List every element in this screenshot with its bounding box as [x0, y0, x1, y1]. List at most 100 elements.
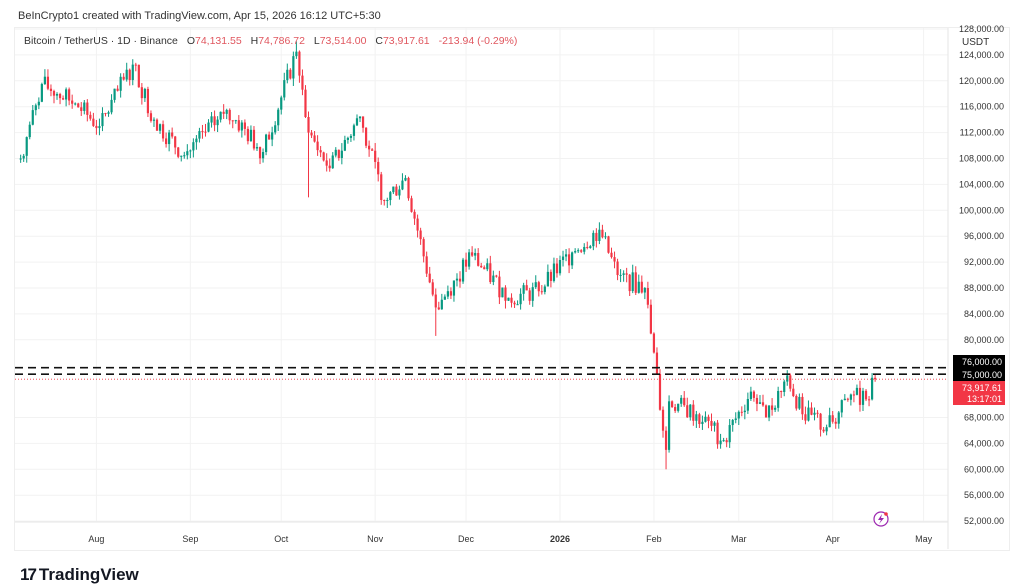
candle-body	[128, 69, 131, 81]
candle-body	[489, 263, 492, 283]
candle-body	[49, 88, 53, 92]
candle-body	[698, 414, 701, 425]
candle-body	[80, 107, 83, 111]
candle-body	[358, 116, 362, 119]
candle-body	[643, 288, 646, 293]
candle-body	[734, 418, 737, 421]
candle-body	[837, 412, 840, 424]
candle-body	[483, 267, 486, 270]
candle-body	[252, 129, 256, 149]
candle-body	[767, 405, 771, 418]
candle-body	[652, 333, 656, 353]
candle-body	[61, 98, 65, 100]
candle-body	[713, 422, 716, 426]
close-value: 73,917.61	[382, 35, 430, 47]
x-tick-label: 2026	[550, 534, 570, 544]
candle-body	[546, 271, 549, 287]
candle-body	[719, 440, 722, 445]
candle-body	[431, 282, 434, 295]
candle-body	[604, 236, 607, 238]
candle-body	[152, 119, 156, 121]
x-tick-label: Mar	[731, 534, 747, 544]
candle-body	[289, 69, 292, 79]
candle-body	[580, 250, 583, 252]
candle-body	[74, 103, 77, 105]
y-tick-label: 68,000.00	[964, 413, 1004, 423]
y-tick-label: 80,000.00	[964, 335, 1004, 345]
candle-body	[331, 155, 334, 169]
candle-body	[283, 80, 286, 98]
candle-body	[374, 150, 377, 162]
candle-body	[295, 51, 298, 57]
candle-body	[858, 387, 862, 405]
candle-body	[37, 101, 40, 106]
candle-body	[777, 390, 780, 408]
candle-body	[328, 165, 331, 169]
y-tick-label: 104,000.00	[959, 179, 1004, 189]
candle-body	[728, 425, 731, 443]
chart-credit: BeInCrypto1 created with TradingView.com…	[18, 10, 381, 22]
candle-body	[477, 252, 480, 266]
candle-body	[355, 118, 359, 126]
candle-body	[449, 291, 453, 296]
level-badge	[953, 368, 1005, 381]
y-tick-label: 116,000.00	[960, 102, 1004, 112]
candle-body	[240, 122, 243, 131]
candle-body	[180, 155, 183, 157]
candle-body	[689, 404, 692, 418]
candle-body	[801, 396, 804, 415]
candle-body	[758, 402, 762, 404]
candle-body	[146, 88, 150, 114]
x-tick-label: Feb	[646, 534, 662, 544]
candle-body	[140, 87, 143, 99]
level-badge-text: 76,000.00	[962, 357, 1002, 367]
candle-body	[174, 136, 177, 148]
candle-body	[761, 402, 765, 406]
symbol-title[interactable]: Bitcoin / TetherUS · 1D · Binance	[24, 35, 178, 47]
candle-body	[552, 263, 556, 281]
candle-body	[492, 275, 495, 283]
candle-body	[810, 407, 813, 415]
candle-body	[192, 142, 195, 151]
candle-body	[592, 232, 595, 247]
candle-body	[101, 113, 104, 127]
candle-body	[422, 239, 425, 257]
candle-body	[616, 261, 619, 276]
candle-body	[646, 288, 649, 305]
candle-body	[137, 64, 140, 88]
candle-body	[555, 263, 559, 274]
candle-body	[749, 391, 752, 399]
close-label: C	[375, 35, 383, 47]
candle-body	[377, 161, 380, 175]
candle-body	[510, 297, 513, 303]
currency-label[interactable]: USDT	[962, 37, 990, 48]
candle-body	[564, 254, 568, 257]
candle-body	[413, 211, 416, 219]
candle-body	[110, 99, 113, 113]
candle-body	[637, 281, 640, 293]
candle-body	[613, 257, 616, 262]
candle-body	[540, 291, 543, 293]
candle-body	[40, 84, 43, 102]
candle-body	[755, 397, 759, 404]
candle-body	[813, 412, 816, 415]
candle-body	[55, 93, 59, 96]
candle-body	[786, 375, 789, 382]
candle-body	[874, 377, 877, 380]
candle-body	[361, 116, 365, 128]
candle-body	[558, 259, 562, 274]
tradingview-logo[interactable]: 17 TradingView	[20, 565, 139, 585]
candle-body	[607, 236, 610, 253]
high-value: 74,786.72	[258, 35, 305, 47]
candle-body	[346, 137, 349, 140]
candle-body	[849, 394, 852, 400]
candle-body	[677, 403, 680, 411]
y-tick-label: 84,000.00	[964, 309, 1004, 319]
candle-body	[58, 93, 62, 99]
candle-body	[819, 413, 822, 430]
candle-body	[334, 149, 337, 156]
candle-body	[471, 252, 474, 256]
candle-body	[301, 75, 304, 90]
candle-body	[764, 405, 768, 418]
